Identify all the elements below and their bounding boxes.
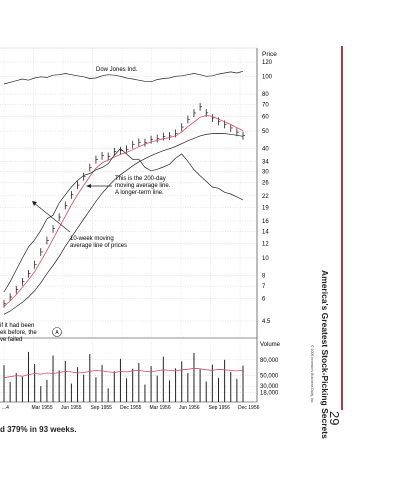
volume-tick-label: 80,000 bbox=[260, 358, 279, 364]
x-tick-label: Jun 1955 bbox=[61, 405, 82, 411]
annotation-line: ve failed bbox=[0, 337, 22, 343]
annotation-200-day: This is the 200-day moving average line.… bbox=[115, 176, 171, 196]
price-tick-label: 19 bbox=[262, 205, 269, 211]
a-marker: A bbox=[52, 327, 62, 337]
chart-frame bbox=[0, 47, 258, 403]
series-layer bbox=[3, 70, 245, 315]
x-tick-label: Jun 1956 bbox=[179, 405, 200, 411]
arrowhead-200-day bbox=[86, 184, 91, 188]
x-tick-label: Mar 1956 bbox=[150, 405, 171, 411]
price-tick-label: 100 bbox=[262, 74, 273, 80]
price-tick-label: 60 bbox=[262, 115, 269, 121]
volume-axis-label: Volume bbox=[260, 342, 281, 348]
price-tick-label: 4.5 bbox=[262, 319, 271, 325]
annotation-line: average line of prices bbox=[70, 243, 127, 249]
volume-tick-label: 30,000 bbox=[260, 384, 279, 390]
ma-200-day-line-path bbox=[3, 133, 244, 315]
volume-tick-label: 18,000 bbox=[260, 391, 279, 397]
volume-tick-label: 50,000 bbox=[260, 374, 279, 380]
a-marker-letter: A bbox=[55, 330, 59, 336]
x-tick-label: Dec 1956 bbox=[238, 405, 260, 411]
price-tick-label: 120 bbox=[262, 60, 273, 66]
price-tick-label: 40 bbox=[262, 147, 269, 153]
price-tick-label: 16 bbox=[262, 219, 269, 225]
price-tick-label: 34 bbox=[262, 159, 269, 165]
figure-caption: d 379% in 93 weeks. bbox=[0, 425, 77, 434]
volume-bars bbox=[3, 351, 244, 402]
volume-average-line bbox=[3, 367, 244, 379]
annotation-failed-breakout: if it had been ek before, the ve failed bbox=[0, 323, 37, 343]
price-tick-label: 7 bbox=[262, 284, 266, 290]
x-tick-label: ...4 bbox=[2, 405, 9, 411]
copyright-text: © 2009 Investor's Business Daily, Inc. bbox=[310, 345, 314, 404]
price-tick-label: 6 bbox=[262, 296, 266, 302]
chapter-rule bbox=[341, 46, 343, 410]
price-tick-label: 80 bbox=[262, 92, 269, 98]
ma-10-week-line-path bbox=[3, 114, 244, 307]
price-tick-label: 12 bbox=[262, 242, 269, 248]
price-tick-label: 22 bbox=[262, 194, 269, 200]
price-gridlines: 120 100 80 70 60 50 40 34 30 26 22 19 16 14 12 10 8 7 6 4.5… bbox=[0, 48, 273, 411]
price-tick-label: 26 bbox=[262, 181, 269, 187]
x-tick-label: Dec 1955 bbox=[120, 405, 142, 411]
annotation-line: This is the 200-day bbox=[115, 176, 166, 182]
price-axis-label: Price bbox=[262, 51, 277, 58]
price-tick-label: 14 bbox=[262, 229, 269, 235]
price-tick-label: 70 bbox=[262, 103, 269, 109]
annotation-line: A longer-term line. bbox=[115, 190, 164, 196]
annotation-line: if it had been bbox=[0, 323, 34, 329]
annotation-arrows bbox=[32, 184, 112, 233]
page-number-text: 29 bbox=[327, 411, 342, 426]
price-tick-label: 8 bbox=[262, 274, 266, 280]
relative-strength-line-path bbox=[3, 148, 244, 293]
price-bars bbox=[3, 102, 245, 308]
annotation-line: ek before, the bbox=[0, 330, 37, 336]
x-tick-label: Sep 1955 bbox=[91, 405, 113, 411]
price-tick-label: 30 bbox=[262, 169, 269, 175]
annotation-10-week: 10-week moving average line of prices bbox=[70, 236, 127, 249]
x-tick-label: Sep 1956 bbox=[209, 405, 231, 411]
price-tick-label: 50 bbox=[262, 129, 269, 135]
price-tick-label: 10 bbox=[262, 256, 269, 262]
dow-jones-label: Dow Jones Ind. bbox=[96, 67, 138, 73]
relative-strength-line bbox=[3, 148, 244, 293]
a-marker-circle bbox=[52, 327, 62, 337]
annotation-line: 10-week moving bbox=[70, 236, 114, 242]
dow-jones-path bbox=[3, 70, 244, 85]
x-tick-label: Mar 1955 bbox=[32, 405, 53, 411]
dow-jones-line bbox=[3, 70, 244, 85]
arrowhead-10-week bbox=[32, 201, 37, 206]
arrow-10-week bbox=[33, 202, 71, 233]
ma-200-day-line bbox=[3, 133, 244, 315]
ma-10-week-line bbox=[3, 114, 244, 307]
annotation-line: moving average line. bbox=[115, 183, 171, 189]
